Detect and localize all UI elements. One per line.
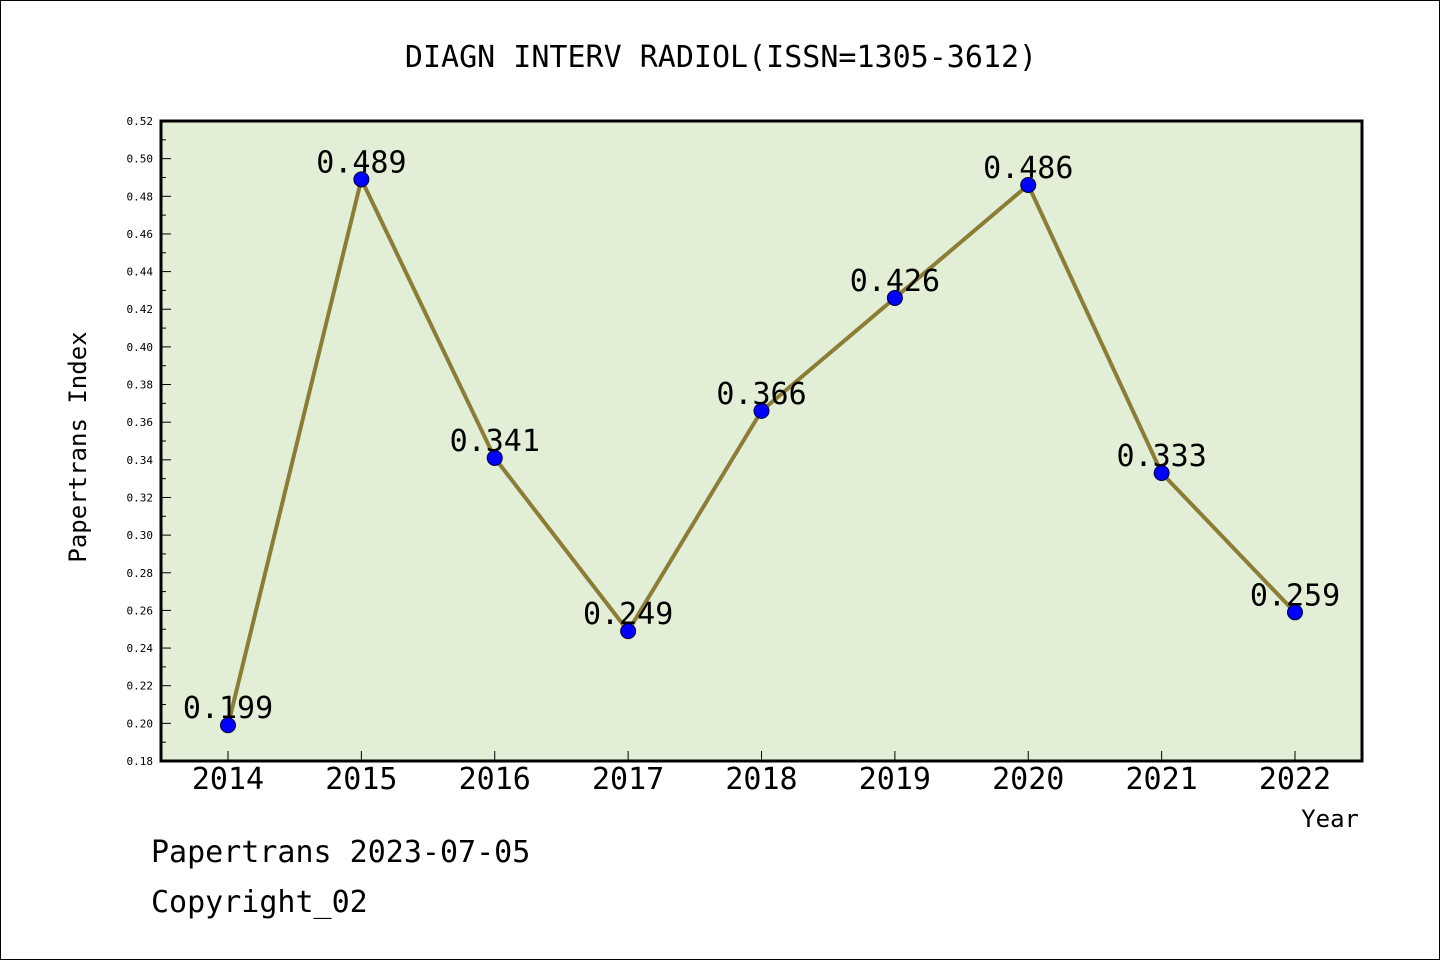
data-point [620,623,637,640]
x-tick-label: 2019 [859,762,931,797]
data-label: 0.259 [1250,578,1340,613]
data-label: 0.489 [316,145,406,180]
x-tick-label: 2017 [592,762,664,797]
y-tick-label: 0.34 [127,454,154,467]
data-label: 0.486 [983,151,1073,186]
x-tick-label: 2015 [325,762,397,797]
data-label: 0.426 [850,264,940,299]
data-label: 0.366 [716,377,806,412]
x-tick-label: 2014 [192,762,264,797]
footer-copyright: Copyright_02 [151,885,368,920]
x-axis-label: Year [1301,805,1359,833]
y-tick-label: 0.22 [127,680,154,693]
data-point [1153,465,1170,481]
y-tick-label: 0.24 [127,642,154,655]
y-tick-label: 0.18 [127,755,154,768]
y-tick-label: 0.26 [127,604,154,617]
y-tick-label: 0.48 [127,190,154,203]
footer-date: Papertrans 2023-07-05 [151,835,531,870]
data-point [1020,177,1037,193]
x-tick-label: 2020 [992,762,1064,797]
y-tick-label: 0.30 [127,529,154,542]
y-axis-label: Papertrans Index [64,331,92,562]
y-tick-label: 0.20 [127,717,154,730]
y-tick-label: 0.42 [127,303,154,316]
y-tick-label: 0.36 [127,416,154,429]
y-tick-label: 0.46 [127,228,154,241]
x-tick-label: 2021 [1126,762,1198,797]
y-tick-label: 0.50 [127,153,154,166]
data-point [353,171,370,188]
data-point [486,449,503,466]
data-point [220,717,236,734]
y-tick-label: 0.40 [127,341,154,354]
data-label: 0.333 [1116,439,1206,474]
x-tick-label: 2018 [725,762,797,797]
x-axis: 2014 2015 2016 2017 2018 2019 2020 2021 2022 [192,751,1331,797]
y-axis: 0.18 0.20 0.22 0.24 0.26 0.28 0.30 0.32 0.34 0.36… [127,115,171,768]
data-label: 0.199 [183,691,273,726]
y-tick-label: 0.28 [127,567,154,580]
x-tick-label: 2022 [1259,762,1331,797]
x-tick-label: 2016 [459,762,531,797]
data-label: 0.249 [583,597,673,632]
y-tick-label: 0.52 [127,115,154,128]
data-point [753,402,770,419]
data-point [1287,604,1303,621]
data-label: 0.341 [450,424,540,459]
y-tick-label: 0.38 [127,379,154,392]
plot-area [159,119,1364,763]
chart-title: DIAGN INTERV RADIOL(ISSN=1305-3612) [405,40,1037,75]
y-tick-label: 0.32 [127,491,154,504]
data-series: 0.199 0.489 0.341 0.249 0.366 0.426 0.486 0.333… [183,145,1340,734]
data-point [886,289,903,306]
y-tick-label: 0.44 [127,266,154,279]
